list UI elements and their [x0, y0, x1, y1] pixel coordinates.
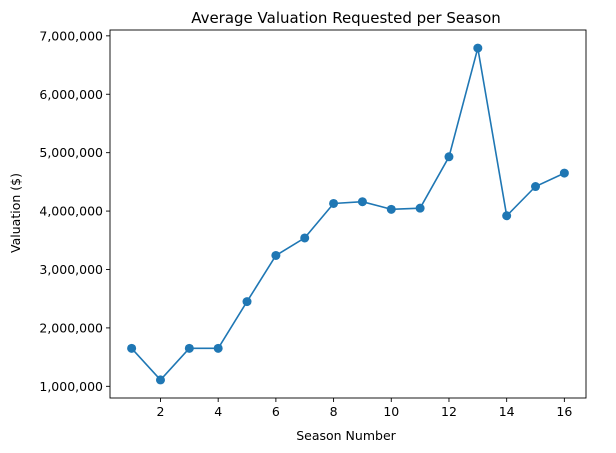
data-point [127, 343, 137, 353]
x-axis-title: Season Number [296, 428, 396, 443]
y-tick-label: 1,000,000 [39, 379, 103, 394]
y-tick-label: 6,000,000 [39, 87, 103, 102]
data-point [329, 198, 339, 208]
data-point [386, 204, 396, 214]
data-point [473, 43, 483, 53]
data-point [300, 233, 310, 243]
x-tick-label: 16 [556, 404, 572, 419]
data-point [184, 343, 194, 353]
y-tick-label: 7,000,000 [39, 28, 103, 43]
x-tick-label: 12 [441, 404, 457, 419]
y-tick-label: 2,000,000 [39, 320, 103, 335]
y-tick-label: 4,000,000 [39, 204, 103, 219]
x-tick-label: 10 [383, 404, 399, 419]
x-tick-label: 2 [157, 404, 165, 419]
data-point [242, 297, 252, 307]
data-point [357, 197, 367, 207]
x-tick-label: 8 [330, 404, 338, 419]
plot-area: 2 4 6 8 10 12 14 16 1,000,000 2,000,000 3,000,000 4… [39, 28, 587, 419]
x-tick-label: 4 [214, 404, 222, 419]
series-line [131, 47, 565, 382]
data-point [415, 203, 425, 213]
data-point [155, 375, 165, 385]
x-tick-label: 14 [499, 404, 515, 419]
data-point [271, 250, 281, 260]
data-point [559, 168, 569, 178]
x-tick-label: 6 [272, 404, 280, 419]
y-axis-title: Valuation ($) [8, 173, 23, 253]
chart-title: Average Valuation Requested per Season [191, 9, 501, 27]
data-point [213, 343, 223, 353]
data-point [444, 152, 454, 162]
y-tick-label: 5,000,000 [39, 145, 103, 160]
y-tick-label: 3,000,000 [39, 262, 103, 277]
plot-frame [109, 29, 587, 399]
data-point [531, 182, 541, 192]
data-point [502, 211, 512, 221]
